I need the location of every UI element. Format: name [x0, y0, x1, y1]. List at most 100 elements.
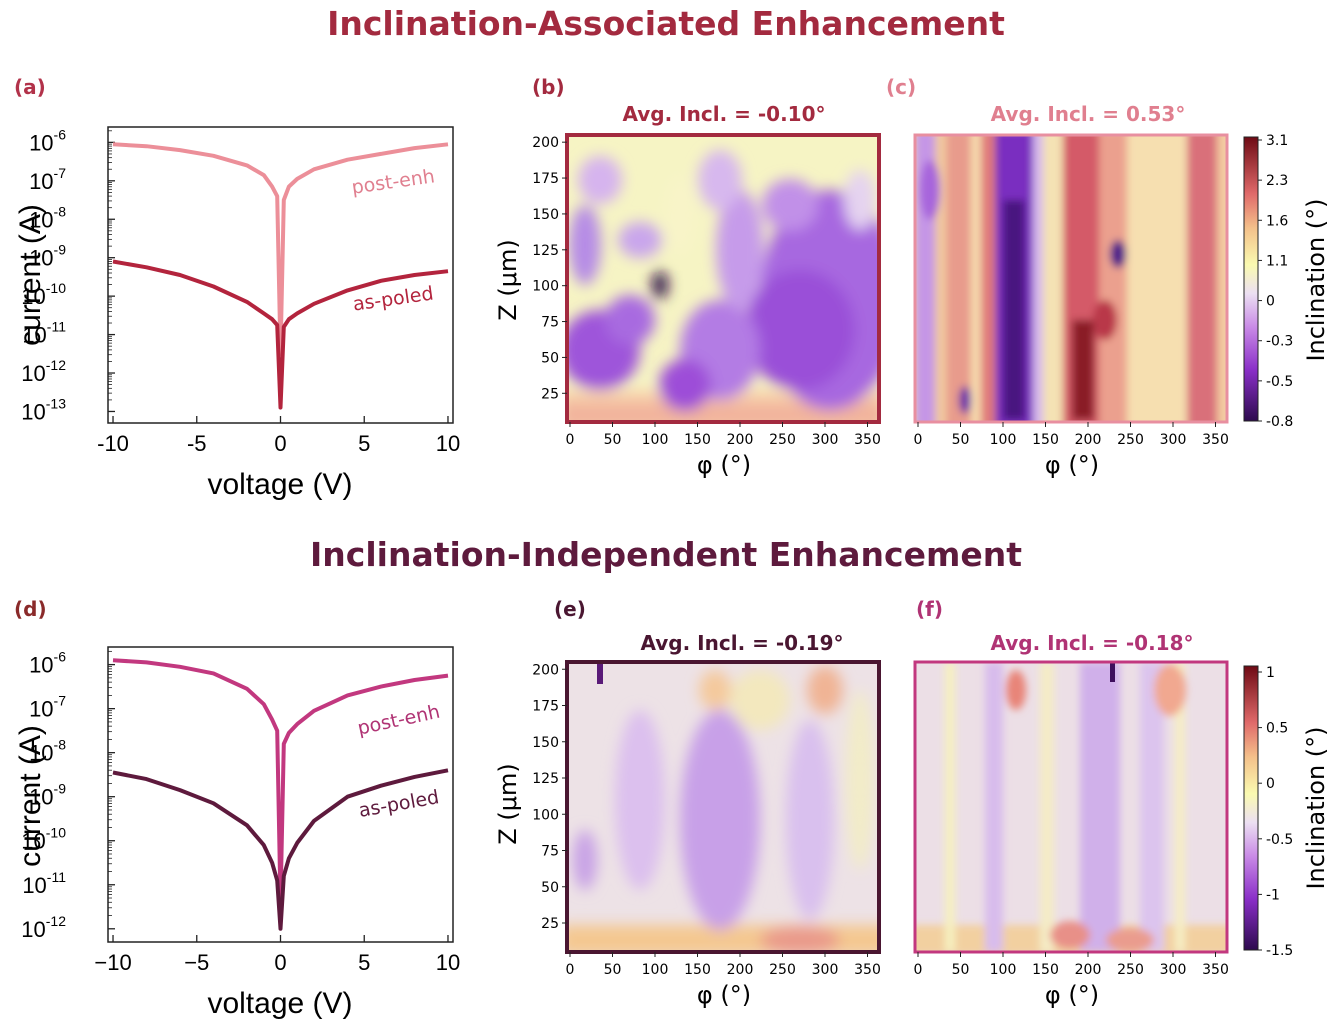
x-tick-label-b: 250	[769, 432, 796, 448]
x-tick-label-b: 300	[812, 432, 839, 448]
x-tick-label-e: 100	[642, 962, 669, 978]
colorbar-label-c: Inclination (°)	[1302, 198, 1330, 361]
y-tick-exponent-d: -11	[47, 869, 66, 885]
series-label-a-post-enh: post-enh	[350, 165, 436, 198]
y-tick-label-b: 100	[532, 279, 559, 295]
heatmap-c: Avg. Incl. = 0.53°	[913, 102, 1330, 479]
y-tick-label-e: 150	[532, 735, 559, 751]
colorbar-label-f: Inclination (°)	[1302, 726, 1330, 889]
y-tick-label-e: 50	[541, 880, 559, 896]
y-axis-label-e: Z (μm)	[494, 763, 522, 844]
y-tick-label-a: 10-12	[21, 357, 66, 386]
y-tick-exponent-d: -10	[46, 825, 66, 841]
y-tick-label-b: 125	[532, 243, 559, 259]
colorbar-tick-label-c: 2.3	[1266, 173, 1288, 189]
heatmap-c-frame	[913, 133, 1229, 424]
x-tick-label-a: -5	[187, 431, 207, 456]
x-axis-label-d: voltage (V)	[207, 987, 352, 1020]
y-tick-exponent-a: -9	[54, 242, 67, 258]
y-tick-label-a: 10-6	[29, 126, 66, 155]
y-axis-label-a: current (A)	[14, 204, 47, 346]
y-tick-exponent-d: -7	[54, 693, 67, 709]
y-tick-label-d: 10-6	[29, 649, 66, 678]
y-tick-label-e: 125	[532, 771, 559, 787]
heatmap-c-image	[915, 135, 1227, 422]
colorbar-tick-label-c: -0.3	[1266, 334, 1293, 350]
y-tick-label-e: 100	[532, 807, 559, 823]
x-tick-label-b: 150	[684, 432, 711, 448]
top-section-title: Inclination-Associated Enhancement	[327, 4, 1005, 43]
y-tick-label-b: 150	[532, 207, 559, 223]
panel-label-e: (e)	[554, 597, 586, 621]
y-tick-label-d: 10-12	[21, 913, 66, 942]
x-tick-label-e: 350	[854, 962, 881, 978]
y-axis-label-d: current (A)	[14, 725, 47, 867]
x-tick-label-b: 0	[566, 432, 575, 448]
x-tick-label-d: −5	[184, 950, 209, 975]
x-tick-label-f: 100	[990, 962, 1017, 978]
y-tick-label-e: 175	[532, 699, 559, 715]
series-label-d-post-enh: post-enh	[356, 701, 442, 740]
x-tick-label-e: 250	[769, 962, 796, 978]
y-tick-exponent-a: -6	[54, 126, 67, 142]
heatmap-e-frame	[565, 660, 881, 954]
x-axis-label-b: φ (°)	[697, 451, 751, 479]
heatmap-e: Avg. Incl. = -0.19° 0 50 100 150 200 250 300 35…	[494, 631, 881, 1009]
y-tick-label-a: 10-7	[29, 165, 66, 194]
series-label-d-as-poled: as-poled	[357, 786, 441, 822]
x-tick-label-a: 5	[358, 431, 370, 456]
x-tick-label-b: 100	[642, 432, 669, 448]
x-tick-label-c: 300	[1160, 432, 1187, 448]
bottom-section-title: Inclination-Independent Enhancement	[310, 535, 1022, 574]
colorbar-tick-label-f: -1.5	[1266, 943, 1293, 959]
x-axis-label-e: φ (°)	[697, 981, 751, 1009]
panel-label-b: (b)	[532, 75, 565, 99]
y-tick-label-b: 75	[541, 315, 559, 331]
x-tick-label-c: 200	[1075, 432, 1102, 448]
avg-incl-e: Avg. Incl. = -0.19°	[641, 631, 844, 655]
x-tick-label-c: 50	[952, 432, 970, 448]
colorbar-tick-label-f: 0.5	[1266, 721, 1288, 737]
x-tick-label-d: −10	[94, 950, 131, 975]
x-tick-label-b: 200	[727, 432, 754, 448]
heatmap-e-feature	[597, 662, 603, 684]
x-tick-label-f: 0	[914, 962, 923, 978]
colorbar-tick-label-c: 1.6	[1266, 213, 1288, 229]
y-tick-label-b: 50	[541, 350, 559, 366]
series-line-d-as-poled	[112, 768, 449, 931]
x-tick-label-c: 250	[1117, 432, 1144, 448]
y-tick-exponent-a: -10	[46, 280, 66, 296]
x-tick-label-d: 10	[436, 950, 460, 975]
y-tick-label-e: 25	[541, 916, 559, 932]
y-tick-exponent-d: -8	[54, 737, 67, 753]
heatmap-e-image	[567, 666, 879, 952]
heatmap-b: Avg. Incl. = -0.10°	[494, 102, 881, 479]
y-tick-exponent-a: -11	[47, 319, 66, 335]
y-tick-label-e: 75	[541, 844, 559, 860]
colorbar-c	[1243, 136, 1259, 422]
panel-label-f: (f)	[916, 597, 943, 621]
x-tick-label-f: 150	[1032, 962, 1059, 978]
line-chart-a: -10 -5 0 5 1010-610-710-810-910-1010-1110-12…	[14, 126, 460, 501]
y-tick-label-b: 25	[541, 386, 559, 402]
y-axis-label-b: Z (μm)	[494, 239, 522, 320]
y-tick-label-d: 10-7	[29, 693, 66, 722]
x-tick-label-f: 250	[1117, 962, 1144, 978]
x-tick-label-d: 0	[274, 950, 286, 975]
y-tick-exponent-a: -7	[54, 165, 67, 181]
line-chart-d: −10 −5 0 5 1010-610-710-810-910-1010-1110-12…	[14, 646, 460, 1020]
x-tick-label-e: 150	[684, 962, 711, 978]
colorbar-tick-label-f: 1	[1266, 665, 1275, 681]
y-tick-label-b: 175	[532, 171, 559, 187]
y-tick-exponent-d: -6	[54, 649, 67, 665]
x-axis-label-a: voltage (V)	[207, 468, 352, 501]
x-tick-label-e: 50	[604, 962, 622, 978]
x-tick-label-b: 50	[604, 432, 622, 448]
colorbar-tick-label-f: -0.5	[1266, 832, 1293, 848]
x-tick-label-f: 300	[1160, 962, 1187, 978]
avg-incl-b: Avg. Incl. = -0.10°	[623, 102, 826, 126]
heatmap-f-frame	[913, 660, 1229, 954]
colorbar-tick-label-c: -0.8	[1266, 414, 1293, 430]
x-tick-label-c: 0	[914, 432, 923, 448]
